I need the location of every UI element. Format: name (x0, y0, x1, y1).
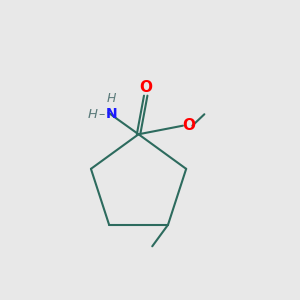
Text: –: – (98, 108, 104, 121)
Text: O: O (139, 80, 152, 94)
Text: H: H (107, 92, 116, 105)
Text: O: O (183, 118, 196, 133)
Text: N: N (106, 107, 117, 121)
Text: H: H (88, 108, 98, 121)
